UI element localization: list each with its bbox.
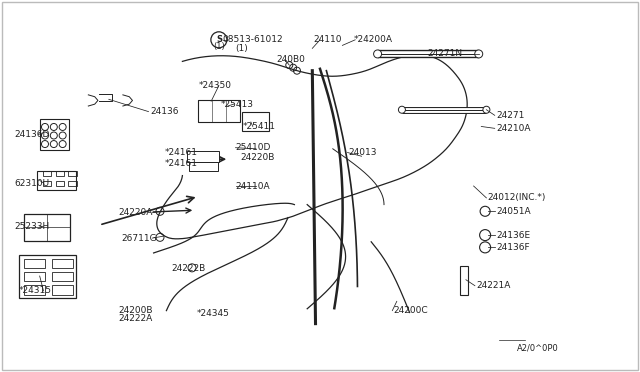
Bar <box>43 181 51 186</box>
Text: 24200B: 24200B <box>118 306 153 315</box>
Text: 24013: 24013 <box>349 148 378 157</box>
Bar <box>52 272 73 281</box>
Text: 24222A: 24222A <box>118 314 153 323</box>
Text: 24221A: 24221A <box>477 281 511 290</box>
Text: 24220A: 24220A <box>118 208 153 217</box>
Bar <box>52 259 73 268</box>
Text: 24110: 24110 <box>314 35 342 44</box>
Bar <box>40 119 69 150</box>
Text: *24161: *24161 <box>165 159 198 168</box>
Text: 24110A: 24110A <box>236 182 270 190</box>
Text: 24200C: 24200C <box>394 306 428 315</box>
Text: 24136E: 24136E <box>496 231 530 240</box>
Bar <box>56 181 64 186</box>
Bar <box>68 181 77 186</box>
Circle shape <box>479 230 491 241</box>
Bar <box>43 171 51 176</box>
Text: *24345: *24345 <box>197 309 230 318</box>
Bar <box>24 272 45 281</box>
Text: 24012(INC.*): 24012(INC.*) <box>488 193 546 202</box>
Text: 26711G: 26711G <box>122 234 157 243</box>
Circle shape <box>374 50 381 58</box>
Text: *25411: *25411 <box>243 122 276 131</box>
Text: *25413: *25413 <box>221 100 254 109</box>
Bar <box>198 100 240 122</box>
Bar <box>189 162 218 171</box>
Text: (1): (1) <box>236 44 248 53</box>
Bar <box>56 171 64 176</box>
Bar <box>52 285 73 295</box>
Text: 24210A: 24210A <box>496 124 531 133</box>
Text: 24051A: 24051A <box>496 207 531 216</box>
Text: 24136F: 24136F <box>496 243 530 252</box>
Text: S: S <box>216 35 222 44</box>
Text: 25233H: 25233H <box>14 222 49 231</box>
Text: 08513-61012: 08513-61012 <box>223 35 284 44</box>
Circle shape <box>480 206 490 216</box>
Text: 24136D: 24136D <box>14 130 49 139</box>
Text: 24271N: 24271N <box>428 49 463 58</box>
Text: *24200A: *24200A <box>353 35 392 44</box>
Text: *24161: *24161 <box>165 148 198 157</box>
Bar <box>37 171 76 190</box>
Text: 24222B: 24222B <box>172 264 206 273</box>
Text: 24220B: 24220B <box>240 153 275 162</box>
Text: A2/0^0P0: A2/0^0P0 <box>517 343 559 352</box>
Text: (1): (1) <box>213 42 225 51</box>
Text: *24350: *24350 <box>198 81 232 90</box>
Bar <box>24 214 70 241</box>
Text: 240B0: 240B0 <box>276 55 305 64</box>
Text: 24271: 24271 <box>496 111 524 120</box>
Bar <box>68 171 77 176</box>
Circle shape <box>483 106 490 113</box>
Circle shape <box>399 106 405 113</box>
Bar <box>19 255 76 298</box>
Bar <box>460 266 468 295</box>
Bar <box>187 151 219 162</box>
Bar <box>242 112 269 131</box>
Text: 25410D: 25410D <box>236 143 271 152</box>
Text: *24315: *24315 <box>19 286 52 295</box>
Circle shape <box>479 242 491 253</box>
Bar <box>24 285 45 295</box>
Text: 24136: 24136 <box>150 107 179 116</box>
Text: 62310U: 62310U <box>14 179 49 187</box>
Bar <box>24 259 45 268</box>
Circle shape <box>475 50 483 58</box>
